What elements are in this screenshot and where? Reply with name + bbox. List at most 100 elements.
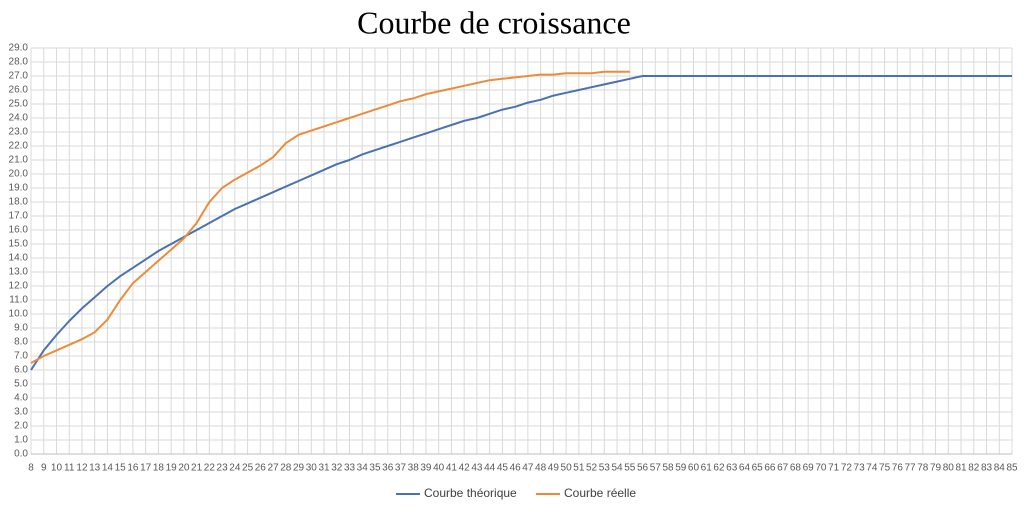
y-tick-label: 28.0 [9, 57, 29, 68]
y-tick-label: 18.0 [9, 197, 29, 208]
line-series [30, 70, 630, 364]
x-tick-label: 58 [662, 463, 674, 474]
x-tick-label: 13 [89, 463, 101, 474]
x-tick-label: 14 [102, 463, 114, 474]
x-tick-label: 33 [344, 463, 356, 474]
x-tick-label: 83 [981, 463, 993, 474]
x-tick-label: 76 [892, 463, 904, 474]
x-tick-label: 51 [573, 463, 585, 474]
x-tick-label: 48 [535, 463, 547, 474]
y-tick-label: 14.0 [9, 253, 29, 264]
x-tick-label: 69 [803, 463, 815, 474]
x-tick-label: 17 [140, 463, 152, 474]
x-tick-label: 82 [968, 463, 980, 474]
x-tick-label: 9 [41, 463, 47, 474]
x-tick-label: 35 [369, 463, 381, 474]
x-tick-label: 84 [994, 463, 1006, 474]
y-tick-label: 29.0 [9, 43, 29, 54]
x-tick-label: 45 [497, 463, 509, 474]
x-tick-label: 66 [764, 463, 776, 474]
x-tick-label: 49 [548, 463, 560, 474]
x-tick-label: 34 [357, 463, 369, 474]
legend-label: Courbe théorique [424, 486, 517, 500]
x-tick-label: 55 [624, 463, 636, 474]
x-tick-label: 29 [293, 463, 305, 474]
y-tick-label: 19.0 [9, 183, 29, 194]
x-tick-label: 56 [637, 463, 649, 474]
x-tick-label: 32 [331, 463, 343, 474]
x-tick-label: 63 [726, 463, 738, 474]
x-tick-label: 78 [917, 463, 929, 474]
x-tick-label: 21 [191, 463, 203, 474]
x-tick-label: 12 [76, 463, 88, 474]
x-tick-label: 31 [318, 463, 330, 474]
line-series [30, 75, 1012, 371]
x-tick-label: 54 [611, 463, 623, 474]
x-tick-label: 80 [943, 463, 955, 474]
x-tick-label: 57 [650, 463, 662, 474]
x-tick-label: 40 [433, 463, 445, 474]
x-tick-label: 25 [242, 463, 254, 474]
x-tick-label: 15 [115, 463, 127, 474]
x-tick-label: 24 [229, 463, 241, 474]
x-tick-label: 42 [459, 463, 471, 474]
y-tick-label: 21.0 [9, 155, 29, 166]
x-tick-label: 46 [510, 463, 522, 474]
x-tick-label: 85 [1006, 463, 1018, 474]
x-tick-label: 67 [777, 463, 789, 474]
x-tick-label: 20 [178, 463, 190, 474]
x-tick-label: 11 [64, 463, 75, 474]
y-tick-label: 12.0 [9, 281, 29, 292]
y-tick-label: 4.0 [14, 393, 28, 404]
chart-title: Courbe de croissance [357, 4, 631, 40]
y-tick-label: 15.0 [9, 239, 29, 250]
y-tick-label: 0.0 [14, 449, 28, 460]
x-tick-label: 62 [713, 463, 725, 474]
y-tick-label: 5.0 [14, 379, 28, 390]
x-tick-label: 72 [841, 463, 853, 474]
x-tick-label: 10 [51, 463, 63, 474]
x-tick-label: 8 [28, 463, 34, 474]
y-tick-label: 23.0 [9, 127, 29, 138]
x-tick-label: 77 [905, 463, 917, 474]
y-tick-label: 27.0 [9, 71, 29, 82]
y-tick-label: 3.0 [14, 407, 28, 418]
x-tick-label: 59 [675, 463, 687, 474]
x-tick-label: 60 [688, 463, 700, 474]
x-tick-label: 81 [955, 463, 967, 474]
x-tick-label: 43 [471, 463, 483, 474]
y-tick-label: 8.0 [14, 337, 28, 348]
x-tick-label: 50 [561, 463, 573, 474]
x-tick-label: 44 [484, 463, 496, 474]
y-tick-label: 16.0 [9, 225, 29, 236]
y-tick-label: 13.0 [9, 267, 29, 278]
x-tick-label: 26 [255, 463, 267, 474]
y-tick-label: 26.0 [9, 85, 29, 96]
x-tick-label: 68 [790, 463, 802, 474]
x-tick-label: 53 [599, 463, 611, 474]
y-tick-label: 9.0 [14, 323, 28, 334]
y-tick-label: 11.0 [9, 295, 28, 306]
x-tick-label: 71 [828, 463, 840, 474]
x-tick-label: 41 [446, 463, 458, 474]
x-tick-label: 75 [879, 463, 891, 474]
x-tick-label: 74 [866, 463, 878, 474]
x-tick-label: 39 [420, 463, 432, 474]
x-tick-label: 65 [752, 463, 764, 474]
x-tick-label: 61 [701, 463, 713, 474]
y-tick-label: 7.0 [14, 351, 28, 362]
y-tick-label: 24.0 [9, 113, 29, 124]
y-tick-label: 1.0 [14, 435, 28, 446]
y-tick-label: 10.0 [9, 309, 29, 320]
x-tick-label: 36 [382, 463, 394, 474]
x-tick-label: 70 [815, 463, 827, 474]
x-tick-label: 47 [522, 463, 534, 474]
x-tick-label: 38 [408, 463, 420, 474]
y-tick-label: 22.0 [9, 141, 29, 152]
x-tick-label: 27 [268, 463, 280, 474]
x-tick-label: 52 [586, 463, 598, 474]
legend-label: Courbe réelle [564, 486, 636, 500]
x-tick-label: 16 [127, 463, 139, 474]
x-tick-label: 18 [153, 463, 165, 474]
